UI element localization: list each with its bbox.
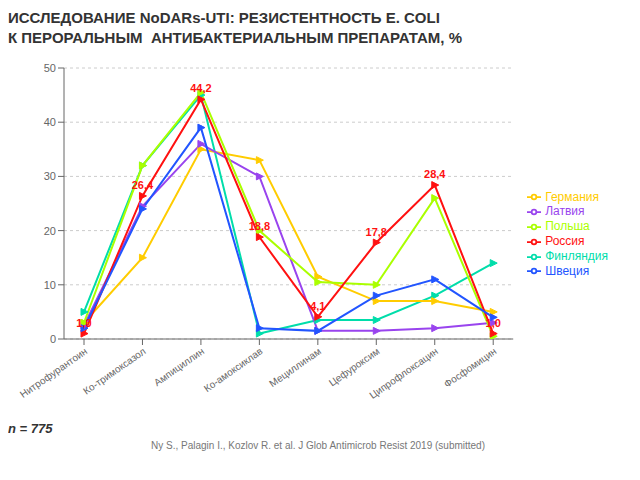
html-text:К ПЕРОРАЛЬНЫМ АНТИБАКТЕРИАЛЬНЫ: К ПЕРОРАЛЬНЫМ АНТИБАКТЕРИАЛЬНЫМ ПРЕПАРАТ…: [8, 29, 462, 46]
svg-text:26,4: 26,4: [132, 179, 154, 191]
html-text:Россия: Россия: [545, 234, 585, 248]
svg-text:1,0: 1,0: [76, 317, 91, 329]
svg-text:40: 40: [44, 116, 56, 128]
svg-text:Ко-амоксиклав: Ко-амоксиклав: [202, 345, 265, 394]
svg-text:4,1: 4,1: [310, 300, 325, 312]
svg-text:50: 50: [44, 62, 56, 74]
svg-text:28,4: 28,4: [424, 168, 446, 180]
svg-text:30: 30: [44, 170, 56, 182]
svg-text:Ампициллин: Ампициллин: [152, 345, 206, 388]
svg-text:Ко-тримоксазол: Ко-тримоксазол: [81, 345, 148, 396]
svg-text:18,8: 18,8: [249, 220, 270, 232]
html-text:Ny S., Palagin I., Kozlov R. e: Ny S., Palagin I., Kozlov R. et al. J Gl…: [151, 440, 485, 451]
svg-text:0: 0: [50, 333, 56, 345]
html-text:Швеция: Швеция: [545, 263, 590, 278]
svg-text:Ципрофлоксацин: Ципрофлоксацин: [367, 345, 440, 400]
html-text:Латвия: Латвия: [545, 204, 585, 219]
svg-text:1,0: 1,0: [486, 317, 501, 329]
svg-text:44,2: 44,2: [190, 82, 211, 94]
html-text:Польша: Польша: [545, 219, 590, 234]
html-text:Финляндия: Финляндия: [545, 248, 608, 263]
html-text:ИССЛЕДОВАНИЕ NoDARs-UTI: РЕЗИС: ИССЛЕДОВАНИЕ NoDARs-UTI: РЕЗИСТЕНТНОСТЬ …: [8, 9, 440, 26]
svg-text:Цефуроксим: Цефуроксим: [327, 345, 382, 388]
html-text:Германия: Германия: [545, 189, 599, 204]
svg-text:17,8: 17,8: [366, 226, 387, 238]
svg-text:Нитрофурантоин: Нитрофурантоин: [18, 345, 89, 399]
svg-text:20: 20: [44, 225, 56, 237]
html-text:n = 775: n = 775: [8, 421, 53, 436]
svg-text:Фосфомицин: Фосфомицин: [442, 345, 498, 389]
svg-text:Мециллинам: Мециллинам: [267, 345, 323, 389]
svg-text:10: 10: [44, 279, 56, 291]
